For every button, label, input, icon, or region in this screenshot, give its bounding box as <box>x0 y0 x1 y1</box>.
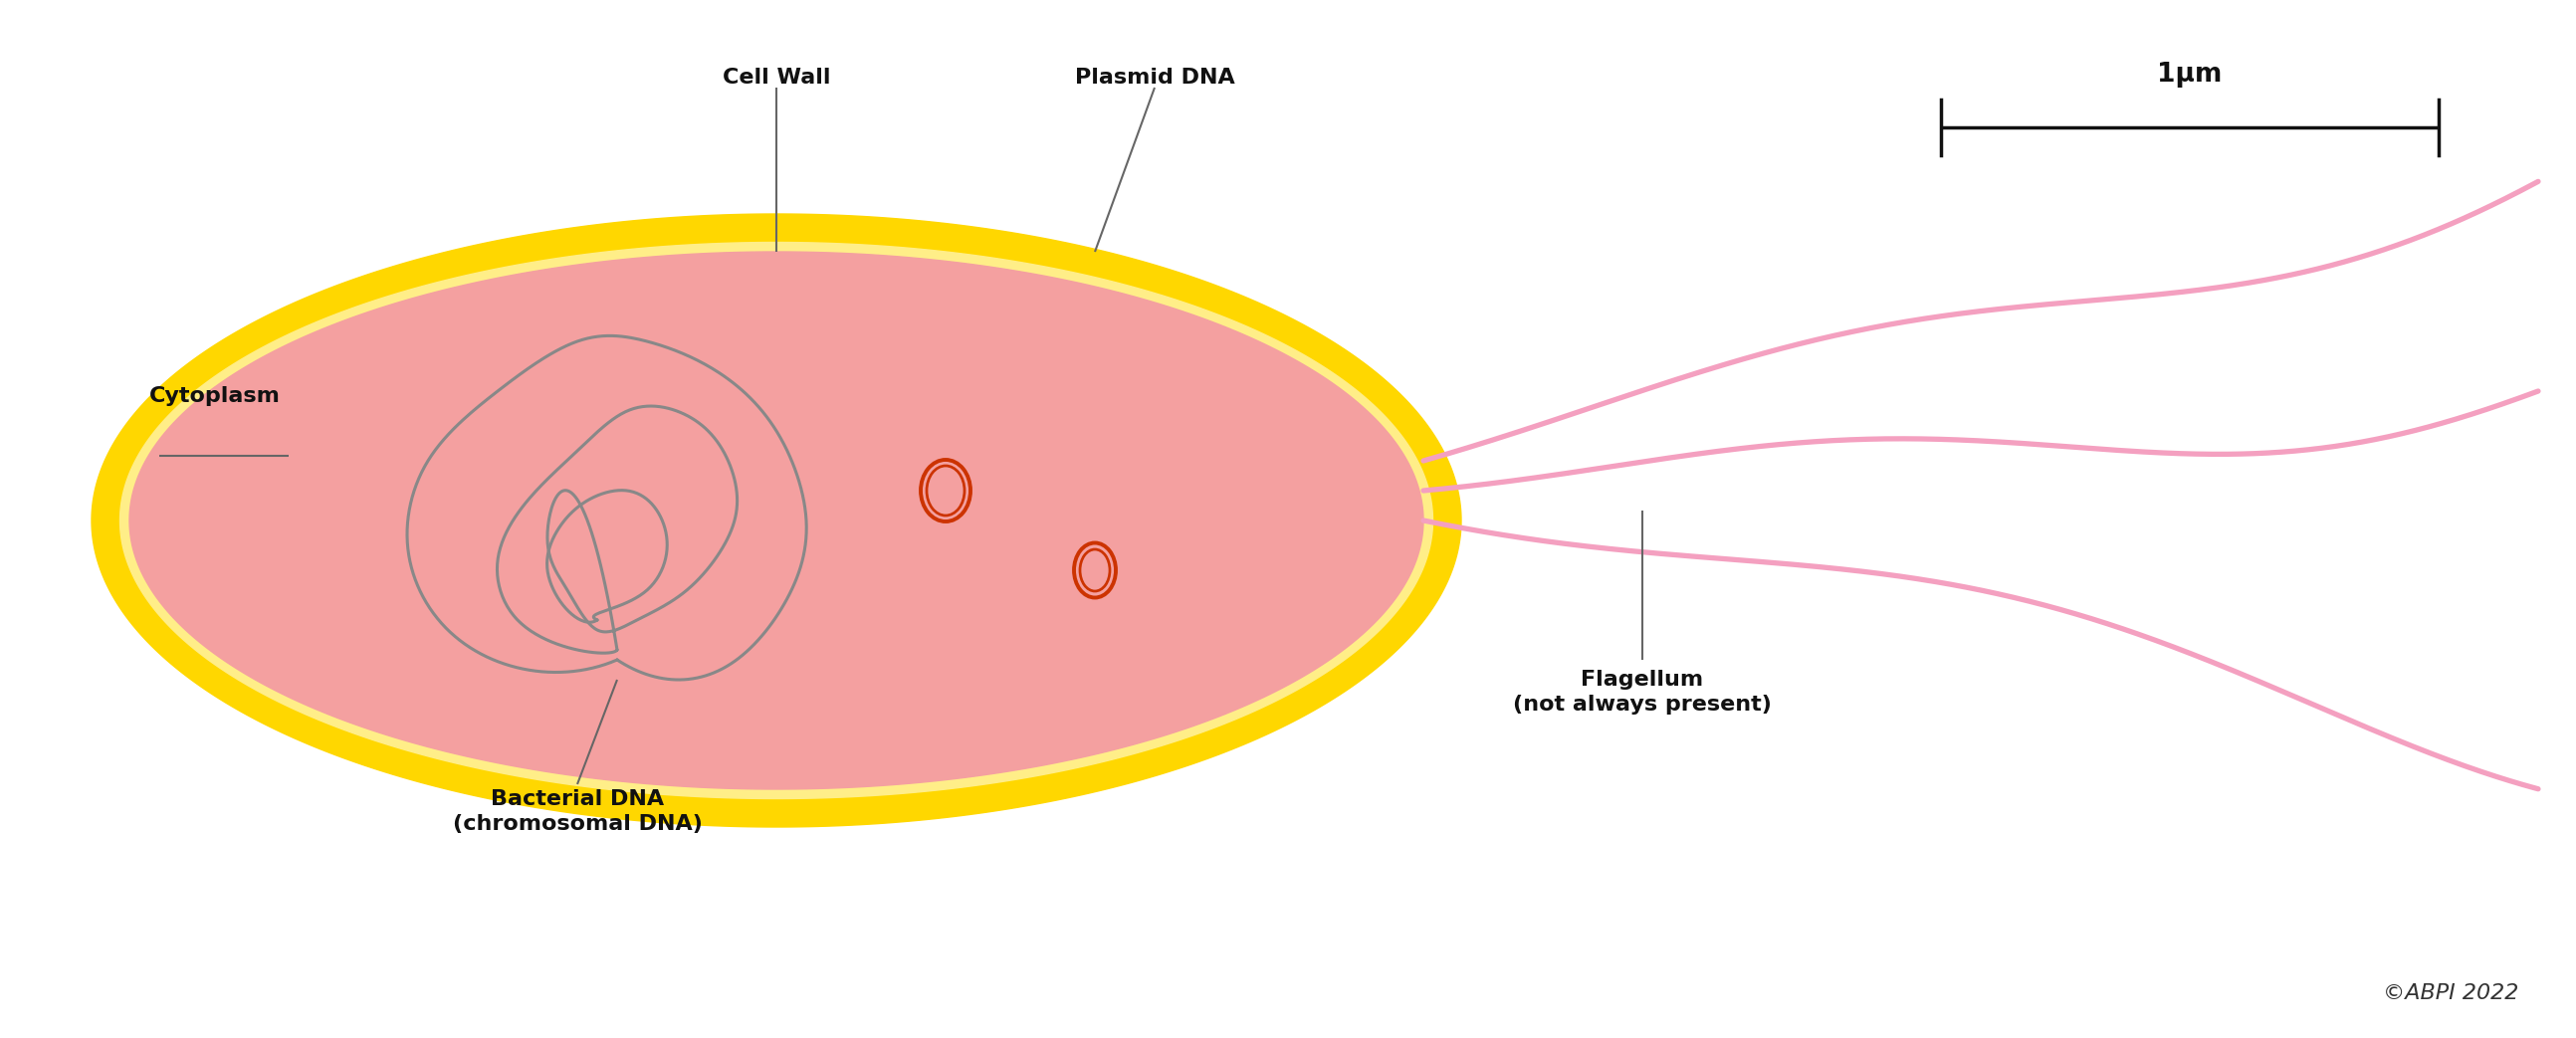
Polygon shape <box>129 252 1425 789</box>
Text: ©ABPI 2022: ©ABPI 2022 <box>2383 983 2519 1003</box>
Polygon shape <box>93 214 1461 827</box>
Text: Plasmid DNA: Plasmid DNA <box>1074 67 1234 87</box>
Text: Flagellum
(not always present): Flagellum (not always present) <box>1512 670 1772 714</box>
Text: Cytoplasm: Cytoplasm <box>149 386 281 406</box>
Text: Cell Wall: Cell Wall <box>721 67 829 87</box>
Text: Bacterial DNA
(chromosomal DNA): Bacterial DNA (chromosomal DNA) <box>453 789 703 834</box>
Polygon shape <box>121 242 1432 798</box>
Text: 1μm: 1μm <box>2156 61 2223 87</box>
